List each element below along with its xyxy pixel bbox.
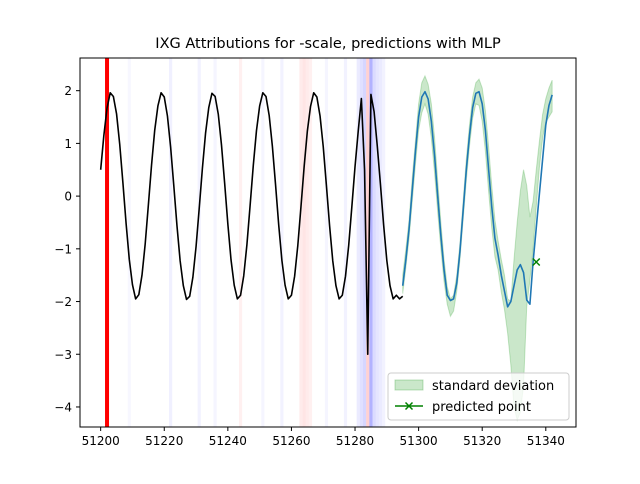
attribution-band [356, 58, 360, 427]
attribution-band [213, 58, 217, 427]
attribution-band [197, 58, 201, 427]
attribution-band [382, 58, 386, 427]
attribution-band [299, 58, 303, 427]
legend-std-swatch [394, 379, 424, 391]
x-tick-label: 51300 [400, 434, 438, 448]
attribution-band [308, 58, 313, 427]
y-tick-label: −2 [54, 295, 72, 309]
x-axis-ticks: 51200 51220 51240 51260 51280 51300 51320 51340 [82, 427, 565, 448]
chart-title: IXG Attributions for -scale, predictions… [155, 36, 501, 52]
legend: standard deviation predicted point [387, 372, 570, 421]
y-tick-label: 2 [64, 84, 72, 98]
legend-std-label: standard deviation [432, 379, 554, 394]
plot-area [80, 58, 576, 427]
attribution-band [369, 58, 373, 427]
plot-frame [79, 57, 577, 428]
attribution-band [324, 58, 328, 427]
legend-predicted-label: predicted point [432, 400, 531, 415]
y-tick-label: −4 [54, 400, 72, 414]
legend-predicted-marker [404, 401, 414, 411]
series-lines [99, 90, 553, 356]
marker-layer [532, 257, 541, 267]
attribution-band [238, 58, 243, 427]
y-axis-ticks: −4 −3 −2 −1 0 1 2 [54, 84, 80, 414]
attribution-band [305, 58, 309, 427]
attribution-band [302, 58, 306, 427]
attribution-band [169, 58, 173, 427]
prediction-series-line [401, 90, 553, 308]
legend-box [387, 372, 570, 421]
y-tick-label: 1 [64, 137, 72, 151]
predicted-point-marker [532, 257, 541, 267]
x-tick-label: 51240 [209, 434, 247, 448]
x-tick-label: 51320 [463, 434, 501, 448]
y-tick-label: −1 [54, 242, 72, 256]
attribution-bar-strong [105, 58, 110, 427]
attribution-band [366, 58, 370, 427]
attribution-bands [105, 58, 386, 427]
attribution-band [375, 58, 379, 427]
attribution-band [280, 58, 284, 427]
x-tick-label: 51220 [145, 434, 183, 448]
attribution-band [359, 58, 363, 427]
y-tick-label: −3 [54, 348, 72, 362]
x-tick-label: 51340 [527, 434, 565, 448]
attribution-band [362, 58, 367, 427]
attribution-band [372, 58, 376, 427]
x-tick-label: 51260 [272, 434, 310, 448]
history-series-line [99, 91, 404, 356]
attribution-band [378, 58, 383, 427]
x-tick-label: 51200 [82, 434, 120, 448]
attribution-band [261, 58, 265, 427]
y-tick-label: 0 [64, 190, 72, 204]
x-tick-label: 51280 [336, 434, 374, 448]
attribution-band [343, 58, 348, 427]
